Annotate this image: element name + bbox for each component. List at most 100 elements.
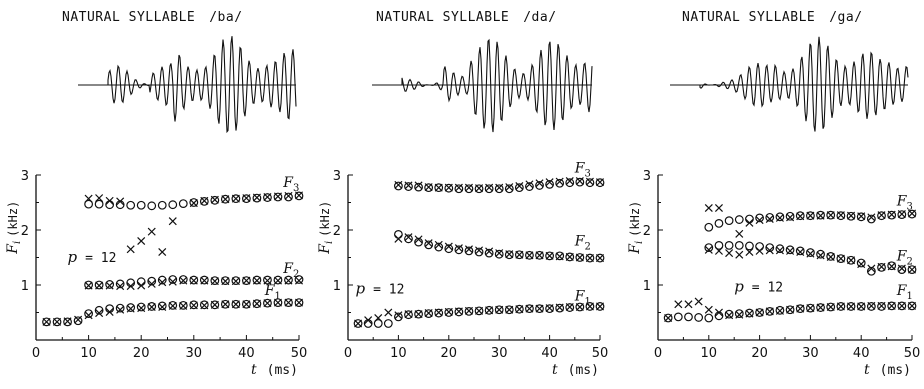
data-point-cross <box>294 276 304 285</box>
data-point-circle <box>585 302 595 311</box>
data-point-circle <box>147 302 157 311</box>
data-point-cross <box>252 276 261 285</box>
data-point-cross <box>585 177 594 186</box>
y-axis-label: Fi(kHz) <box>627 201 645 255</box>
data-point-cross <box>284 191 293 200</box>
data-point-cross <box>116 197 125 206</box>
y-tick-label: 2 <box>21 224 29 239</box>
x-tick-label: 20 <box>441 346 458 361</box>
data-point-circle <box>514 304 524 314</box>
data-point-cross <box>806 249 815 258</box>
data-point-circle <box>42 317 51 327</box>
data-point-circle <box>434 242 444 252</box>
data-point-circle <box>856 212 866 222</box>
data-point-circle <box>63 317 72 327</box>
data-point-circle <box>775 212 785 222</box>
data-point-circle <box>785 305 795 315</box>
data-point-cross <box>847 211 856 220</box>
data-point-cross <box>189 301 198 310</box>
data-point-cross <box>464 306 473 315</box>
data-point-circle <box>585 178 595 188</box>
data-point-cross <box>294 298 304 307</box>
data-point-circle <box>263 193 272 202</box>
data-point-cross <box>116 305 125 314</box>
data-point-circle <box>856 302 866 311</box>
data-point-cross <box>907 301 917 310</box>
data-point-circle <box>373 319 383 328</box>
data-point-circle <box>178 300 188 310</box>
data-point-cross <box>221 277 230 286</box>
data-point-cross <box>816 211 825 220</box>
data-point-cross <box>595 254 605 263</box>
data-point-cross <box>147 302 156 312</box>
data-point-circle <box>424 309 434 319</box>
data-point-cross <box>897 264 906 273</box>
data-point-circle <box>856 258 866 268</box>
data-point-circle <box>765 212 775 222</box>
x-tick-label: 50 <box>592 346 609 361</box>
data-point-cross <box>158 247 167 257</box>
x-tick-label: 10 <box>701 346 718 361</box>
data-point-cross <box>454 307 463 316</box>
data-point-cross <box>210 300 219 309</box>
data-point-circle <box>115 303 125 313</box>
data-point-cross <box>210 277 219 286</box>
data-point-circle <box>474 306 484 316</box>
data-point-circle <box>494 184 504 194</box>
data-point-cross <box>374 313 383 323</box>
data-point-cross <box>189 276 198 285</box>
data-point-cross <box>887 262 896 271</box>
data-point-circle <box>866 266 876 276</box>
data-point-cross <box>826 302 835 312</box>
data-point-circle <box>474 184 484 194</box>
panel-title: NATURAL SYLLABLE/da/ <box>376 10 557 25</box>
data-point-cross <box>585 254 594 263</box>
data-point-circle <box>434 308 444 318</box>
data-point-circle <box>724 216 734 226</box>
data-point-cross <box>745 218 754 227</box>
data-point-circle <box>484 184 494 194</box>
panel-ga: NATURAL SYLLABLE/ga/ 0 10 20 30 40 50 1 2 3 Fi(kH… <box>627 10 920 378</box>
x-axis-label: t (ms) <box>864 362 911 378</box>
data-point-circle <box>806 211 815 221</box>
data-point-circle <box>745 241 754 251</box>
y-tick-label: 2 <box>643 224 651 239</box>
data-point-cross <box>877 301 886 310</box>
data-point-cross <box>42 317 51 326</box>
formant-label: F1 <box>264 283 281 302</box>
data-point-circle <box>284 298 293 308</box>
data-point-circle <box>404 182 413 191</box>
data-point-circle <box>535 250 544 260</box>
data-point-cross <box>796 247 805 257</box>
data-point-circle <box>414 182 423 192</box>
waveform-trace <box>78 36 297 134</box>
data-point-circle <box>444 183 454 193</box>
data-point-cross <box>535 179 544 188</box>
data-point-cross <box>53 317 62 326</box>
data-point-cross <box>806 304 815 313</box>
data-point-cross <box>137 304 146 313</box>
data-point-cross <box>714 308 723 317</box>
data-point-cross <box>505 250 514 259</box>
formant-label: F2 <box>282 261 299 280</box>
order-annotation: p = 12 <box>734 278 783 296</box>
data-point-circle <box>734 215 744 224</box>
data-point-circle <box>734 309 744 319</box>
data-point-cross <box>189 199 198 208</box>
data-point-circle <box>795 304 805 314</box>
data-point-circle <box>866 214 876 224</box>
data-point-cross <box>735 250 744 259</box>
data-point-cross <box>826 211 835 220</box>
data-point-cross <box>273 276 282 285</box>
data-point-circle <box>595 302 605 311</box>
data-point-cross <box>384 308 393 317</box>
data-point-circle <box>252 299 262 309</box>
data-point-circle <box>545 304 554 314</box>
data-point-circle <box>178 275 188 284</box>
data-point-cross <box>575 302 584 312</box>
data-point-cross <box>495 305 504 314</box>
x-tick-label: 10 <box>390 346 407 361</box>
data-point-cross <box>704 245 713 254</box>
waveform-da <box>372 38 593 133</box>
